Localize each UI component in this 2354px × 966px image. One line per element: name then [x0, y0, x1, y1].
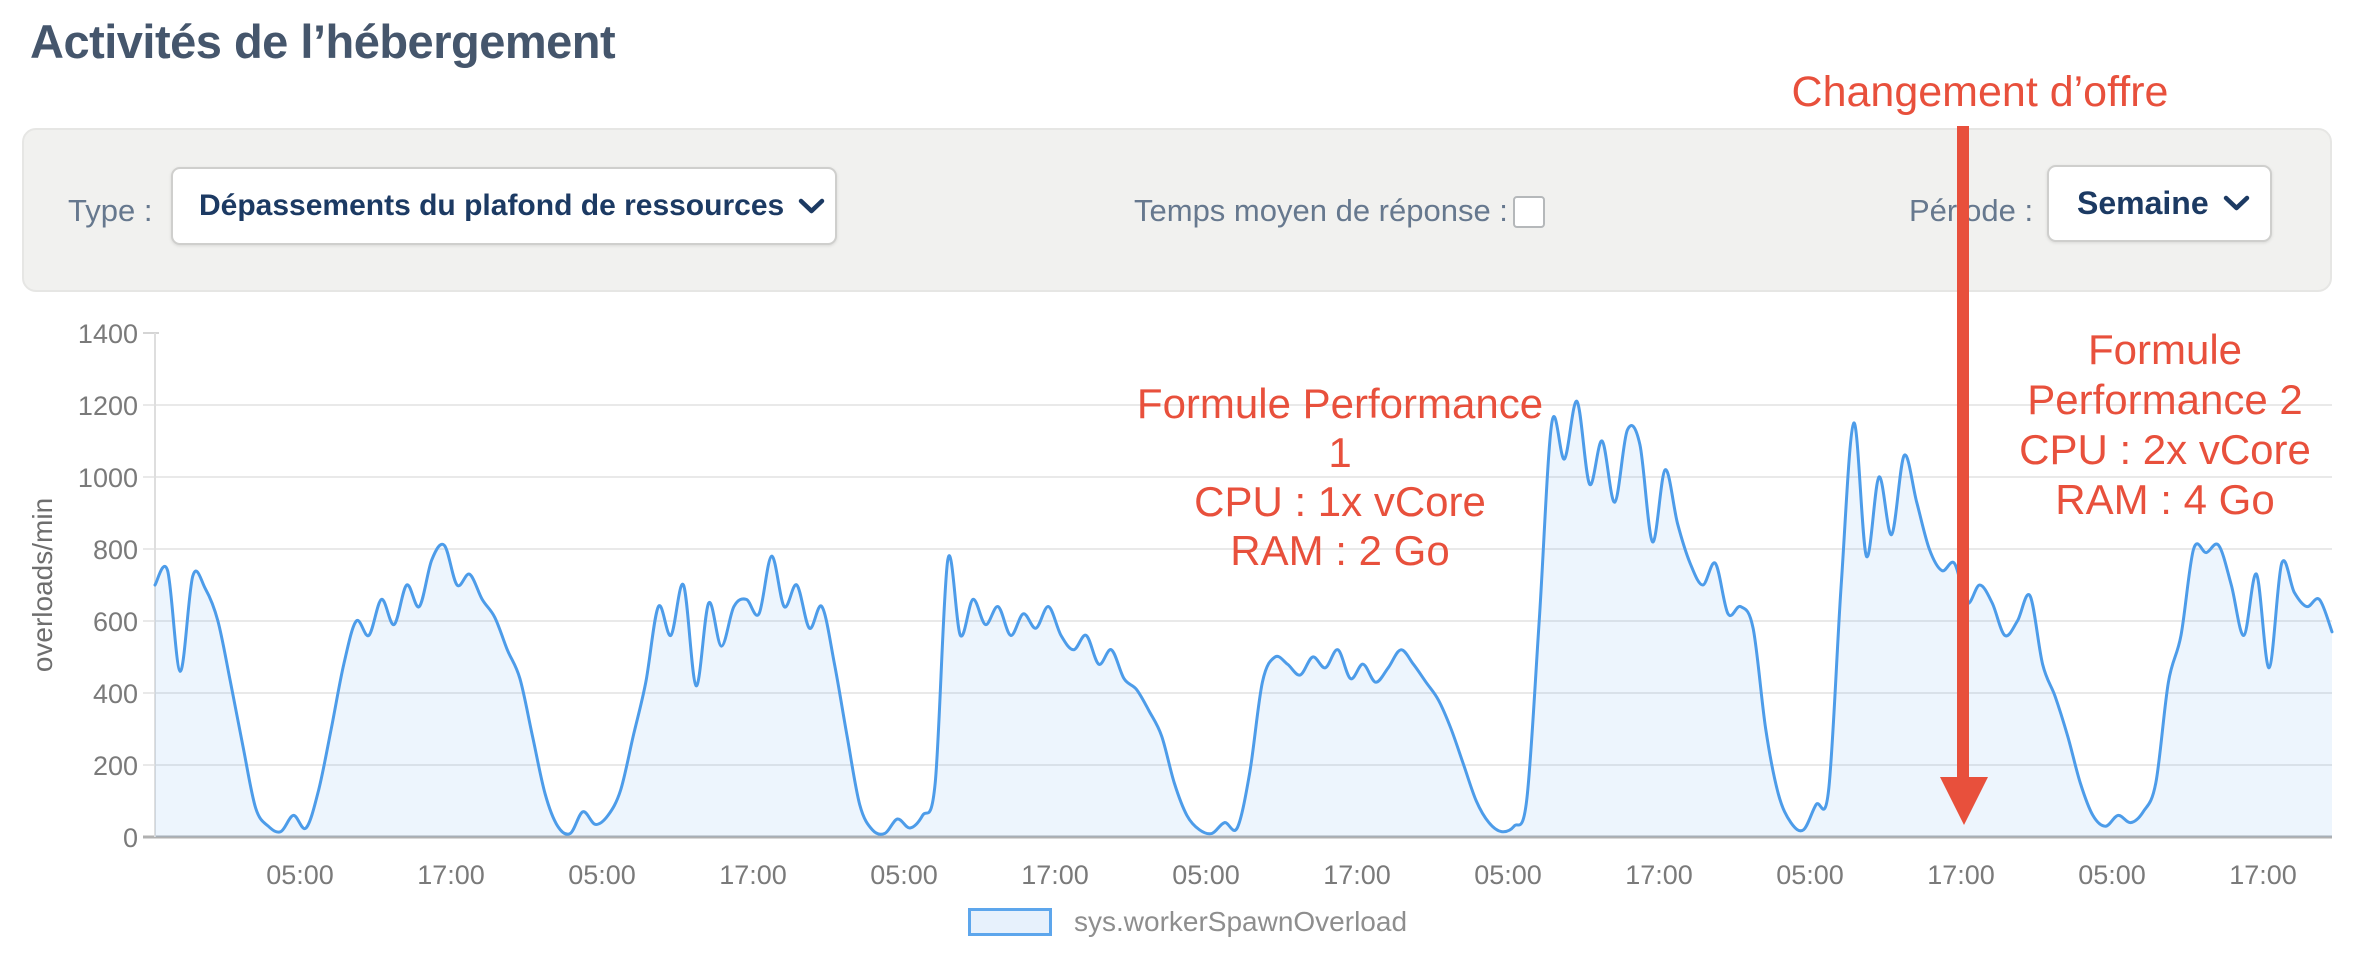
offer-change-arrow-shaft — [1957, 126, 1969, 778]
chevron-down-icon — [2223, 195, 2249, 211]
x-tick-label: 17:00 — [1625, 860, 1693, 890]
chart-legend: sys.workerSpawnOverload — [968, 906, 1407, 938]
type-label: Type : — [68, 193, 153, 228]
x-tick-label: 05:00 — [1776, 860, 1844, 890]
y-tick-label: 600 — [93, 607, 138, 637]
page-title: Activités de l’hébergement — [30, 15, 616, 68]
x-tick-label: 05:00 — [1172, 860, 1240, 890]
response-time-checkbox[interactable] — [1513, 196, 1545, 228]
x-tick-label: 17:00 — [1927, 860, 1995, 890]
plan2-annotation: Formule Performance 2 CPU : 2x vCore RAM… — [2000, 325, 2330, 525]
x-tick-label: 17:00 — [1021, 860, 1089, 890]
period-label: Période : — [1909, 193, 2034, 228]
x-tick-label: 05:00 — [568, 860, 636, 890]
y-tick-label: 400 — [93, 679, 138, 709]
y-tick-label: 200 — [93, 751, 138, 781]
chevron-down-icon — [798, 198, 825, 213]
x-tick-label: 05:00 — [1474, 860, 1542, 890]
y-tick-label: 1000 — [78, 463, 138, 493]
legend-swatch — [968, 908, 1052, 936]
type-select-value: Dépassements du plafond de ressources — [199, 189, 785, 222]
x-tick-label: 05:00 — [2078, 860, 2146, 890]
y-tick-label: 800 — [93, 535, 138, 565]
offer-change-annotation: Changement d’offre — [1791, 68, 2169, 116]
plan1-line: Formule Performance 1 — [1136, 380, 1544, 476]
filter-bar: Type : Dépassements du plafond de ressou… — [22, 128, 2332, 292]
legend-label: sys.workerSpawnOverload — [1074, 906, 1408, 937]
plan2-line: CPU : 2x vCore — [2019, 426, 2311, 473]
plan1-line: CPU : 1x vCore — [1194, 478, 1486, 525]
type-select[interactable]: Dépassements du plafond de ressources — [171, 167, 837, 245]
x-tick-label: 17:00 — [417, 860, 485, 890]
x-tick-label: 17:00 — [2229, 860, 2297, 890]
y-tick-label: 1400 — [78, 319, 138, 349]
plan2-line: RAM : 4 Go — [2055, 476, 2275, 523]
x-tick-label: 05:00 — [870, 860, 938, 890]
plan1-line: RAM : 2 Go — [1230, 527, 1450, 574]
response-time-label: Temps moyen de réponse : — [1134, 193, 1508, 228]
y-tick-label: 1200 — [78, 391, 138, 421]
x-tick-label: 17:00 — [1323, 860, 1391, 890]
series-area — [155, 401, 2332, 837]
x-tick-label: 17:00 — [719, 860, 787, 890]
y-axis-title: overloads/min — [27, 498, 58, 672]
y-tick-label: 0 — [123, 823, 138, 853]
plan2-line: Formule — [2087, 326, 2243, 373]
offer-change-arrow-head — [1940, 777, 1988, 825]
x-tick-label: 05:00 — [266, 860, 334, 890]
period-select-value: Semaine — [2077, 185, 2209, 221]
plan1-annotation: Formule Performance 1 CPU : 1x vCore RAM… — [1120, 379, 1560, 575]
plan2-line: Performance 2 — [2027, 376, 2303, 423]
period-select[interactable]: Semaine — [2047, 165, 2272, 242]
